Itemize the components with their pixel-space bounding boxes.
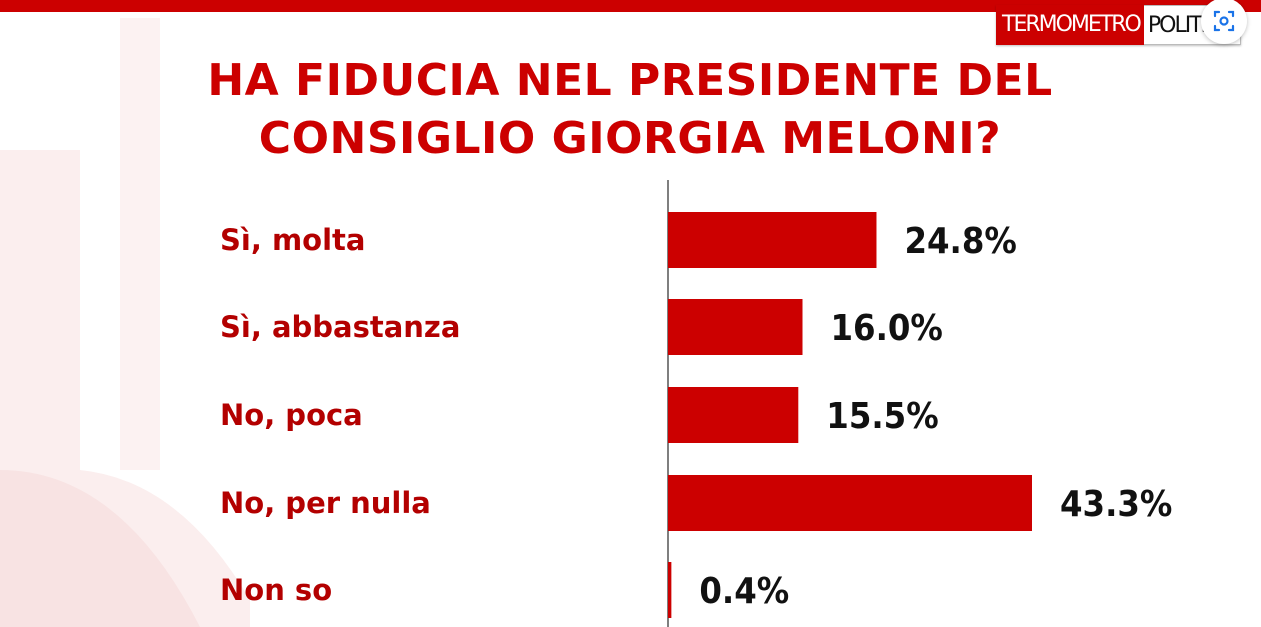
category-label: Sì, molta	[220, 223, 365, 257]
google-lens-button[interactable]	[1201, 0, 1247, 44]
bar	[668, 212, 877, 268]
chart-title: HA FIDUCIA NEL PRESIDENTE DEL CONSIGLIO …	[207, 55, 1053, 164]
logo-part-termometro: TERMOMETRO	[996, 5, 1144, 45]
bar	[668, 562, 672, 618]
bar	[668, 475, 1032, 531]
category-label: No, per nulla	[220, 486, 431, 520]
bar	[668, 299, 803, 355]
value-label: 43.3%	[1060, 484, 1172, 525]
google-lens-icon	[1213, 10, 1235, 32]
bars-group: Sì, molta 24.8% Sì, abbastanza 16.0% No, poc…	[220, 212, 1172, 618]
top-accent-bar	[0, 0, 1261, 12]
value-label: 16.0%	[831, 308, 943, 349]
bar	[668, 387, 799, 443]
category-label: Non so	[220, 573, 332, 607]
value-label: 0.4%	[699, 571, 789, 612]
category-label: No, poca	[220, 398, 363, 432]
value-label: 24.8%	[904, 221, 1016, 262]
category-label: Sì, abbastanza	[220, 310, 460, 344]
value-label: 15.5%	[826, 396, 938, 437]
